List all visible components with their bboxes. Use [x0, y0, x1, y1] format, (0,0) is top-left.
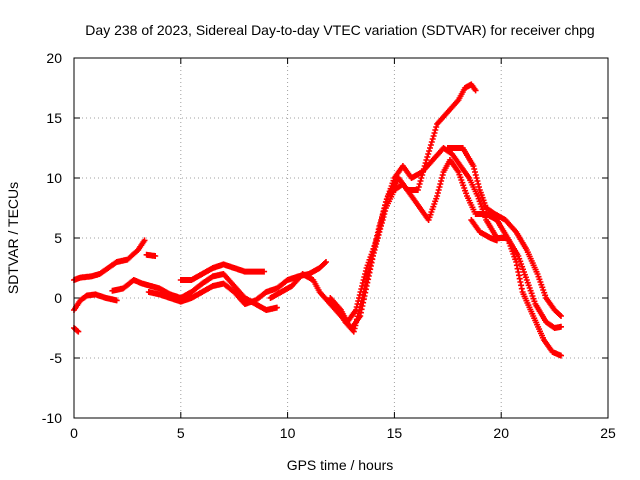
data-layer [71, 81, 564, 359]
y-tick-label: 20 [46, 50, 62, 66]
series-marks [143, 251, 159, 259]
series-marks [468, 217, 500, 244]
x-tick-label: 15 [387, 425, 403, 441]
x-tick-label: 0 [70, 425, 78, 441]
series-track-b [143, 251, 159, 259]
series-marks [71, 237, 148, 283]
grid [74, 58, 608, 418]
series-track-a [71, 237, 148, 283]
chart-title: Day 238 of 2023, Sidereal Day-to-day VTE… [85, 22, 594, 38]
y-axis-label: SDTVAR / TECUs [5, 182, 21, 294]
y-tick-label: 10 [46, 170, 62, 186]
series-track-d [71, 325, 82, 335]
series-marks [444, 145, 564, 319]
series-marks [71, 325, 82, 335]
x-axis-label: GPS time / hours [287, 457, 394, 473]
series-track-l [468, 217, 500, 244]
series-marks [177, 261, 268, 283]
series-marks [109, 271, 280, 313]
x-tick-label: 20 [493, 425, 509, 441]
y-tick-label: -5 [50, 350, 63, 366]
y-tick-label: 15 [46, 110, 62, 126]
y-tick-label: 0 [54, 290, 62, 306]
plot-frame [73, 57, 609, 419]
series-track-e [109, 271, 280, 313]
y-tick-label: -10 [42, 410, 62, 426]
x-tick-label: 25 [600, 425, 616, 441]
x-tick-label: 5 [177, 425, 185, 441]
series-marks [71, 291, 120, 313]
y-tick-label: 5 [54, 230, 62, 246]
axis-ticks: 0 5 10 15 20 25 -10 -5 0 5 10 15 20 [42, 50, 616, 441]
x-tick-label: 10 [280, 425, 296, 441]
series-track-k [444, 145, 564, 319]
series-track-j [331, 81, 479, 335]
series-marks [331, 81, 479, 335]
series-track-c [71, 291, 120, 313]
series-track-f [177, 261, 268, 283]
